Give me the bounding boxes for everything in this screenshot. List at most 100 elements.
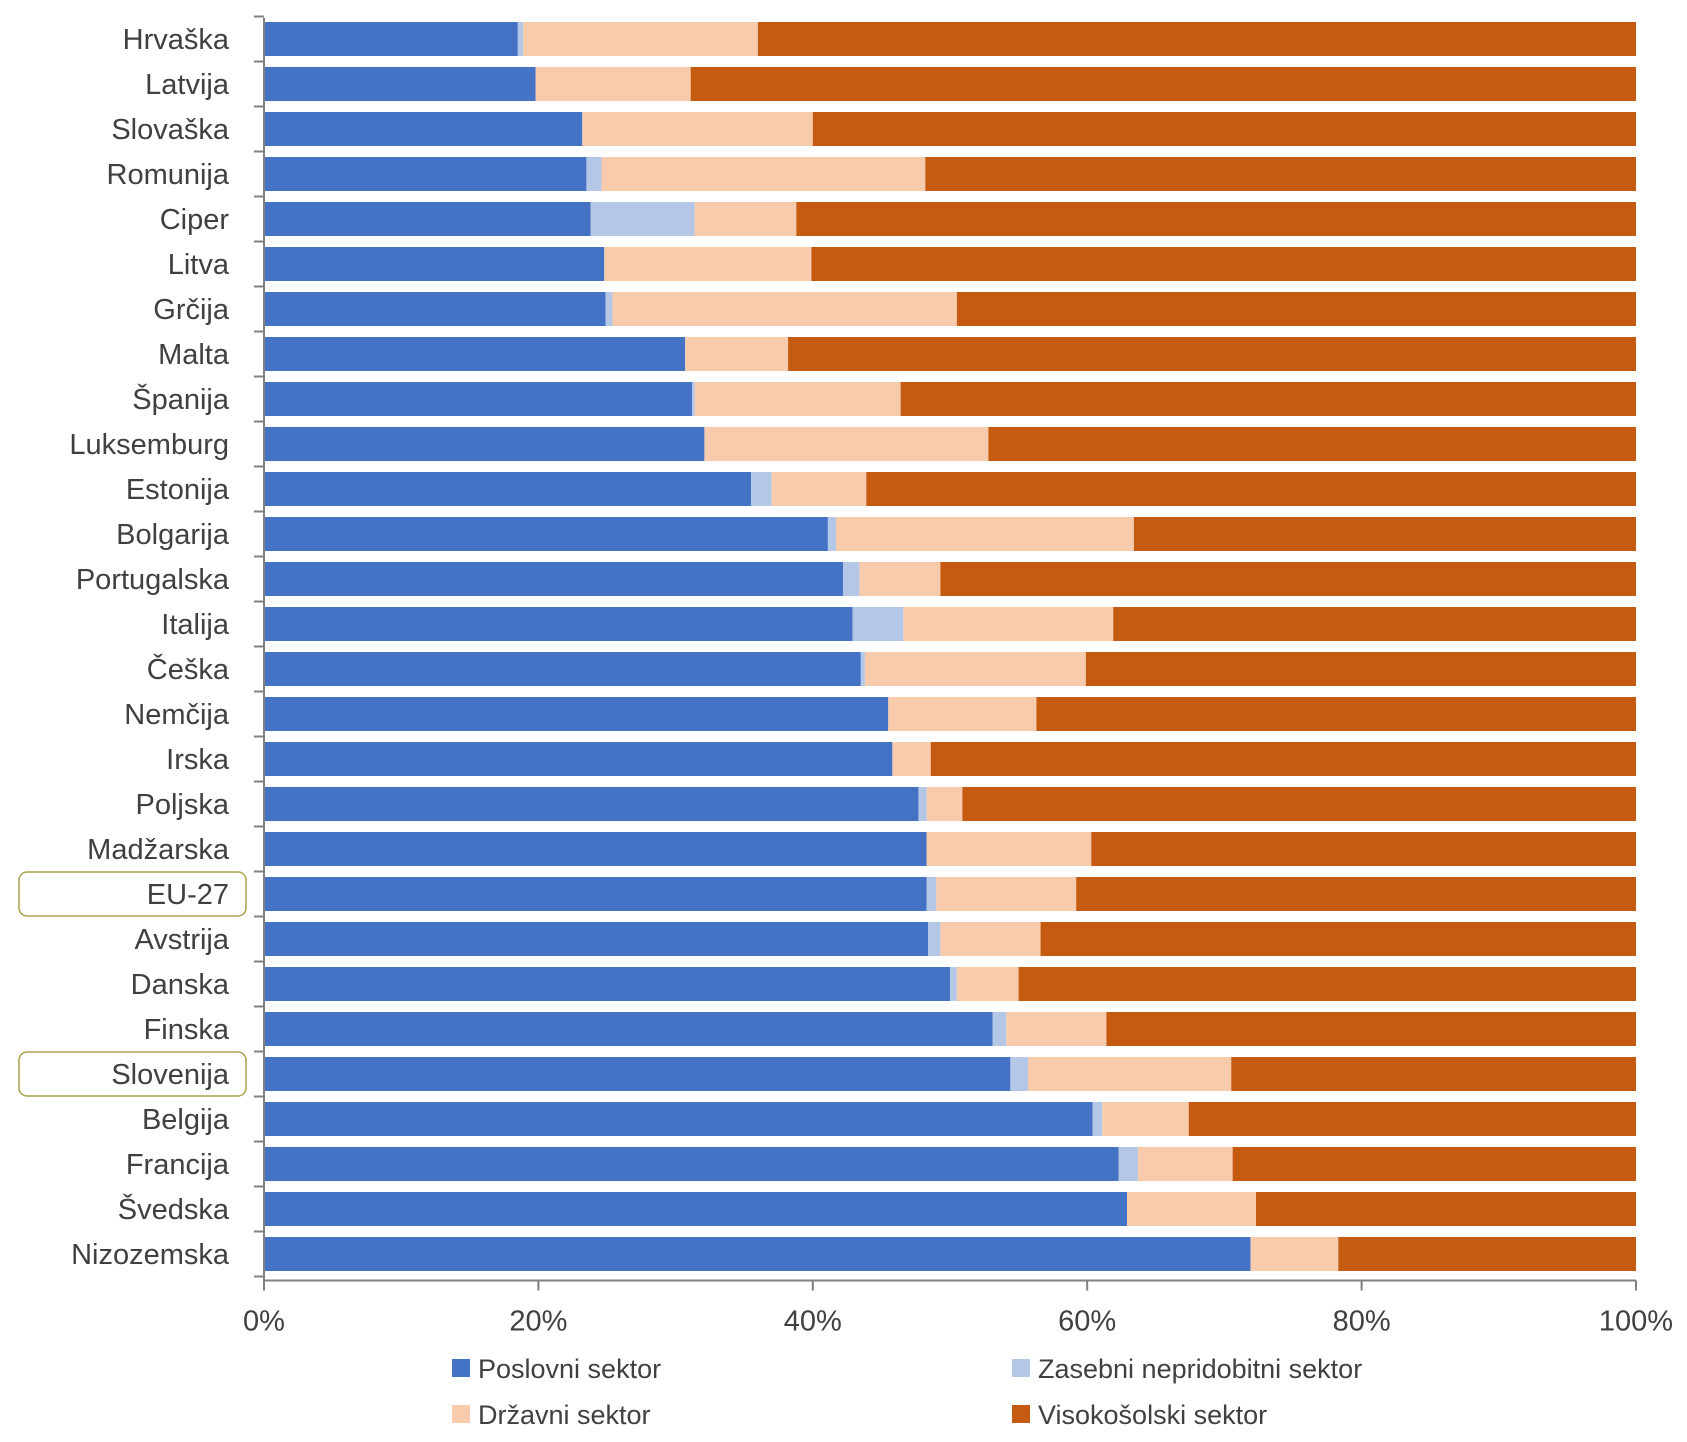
bar-nizozemska-visokosolski-sektor [1338,1237,1636,1271]
bar-bolgarija-zasebni-nepridobitni-sektor [827,517,837,551]
bar-portugalska-zasebni-nepridobitni-sektor [842,562,860,596]
bar-madzarska-drzavni-sektor [926,832,1092,866]
category-label-nizozemska: Nizozemska [71,1239,230,1271]
bar-irska-poslovni-sektor [264,742,893,776]
bar-italija-drzavni-sektor [903,607,1114,641]
axes-layer [254,15,1637,1291]
legend-swatch-zasebni-nepridobitni-sektor [1012,1359,1030,1377]
bar-hrvaska-poslovni-sektor [264,22,518,56]
bar-poljska-visokosolski-sektor [962,787,1636,821]
bar-finska-poslovni-sektor [264,1012,993,1046]
category-label-grcija: Grčija [153,294,230,326]
bar-spanija-drzavni-sektor [694,382,901,416]
bar-finska-drzavni-sektor [1006,1012,1107,1046]
bar-italija-poslovni-sektor [264,607,853,641]
category-label-estonija: Estonija [126,474,230,506]
bar-ceska-visokosolski-sektor [1085,652,1636,686]
bar-belgija-poslovni-sektor [264,1102,1093,1136]
x-tick-label: 20% [509,1306,567,1338]
bar-nemcija-drzavni-sektor [888,697,1037,731]
bar-spanija-zasebni-nepridobitni-sektor [692,382,695,416]
category-label-spanija: Španija [132,382,230,416]
category-labels: Hrvaška Latvija Slovaška Romunija Ciper Litva… [18,24,247,1271]
category-label-hrvaska: Hrvaška [123,24,230,56]
category-label-danska: Danska [131,969,230,1001]
bar-litva-drzavni-sektor [604,247,812,281]
bar-slovaska-poslovni-sektor [264,112,583,146]
category-label-slovaska: Slovaška [111,114,230,146]
bar-slovaska-visokosolski-sektor [812,112,1636,146]
x-tick-label: 60% [1058,1306,1116,1338]
bar-spanija-poslovni-sektor [264,382,693,416]
category-label-belgija: Belgija [142,1104,230,1136]
category-label-irska: Irska [166,744,230,776]
bar-slovaska-drzavni-sektor [582,112,813,146]
category-label-finska: Finska [144,1014,230,1046]
category-label-romunija: Romunija [107,159,230,191]
bar-irska-drzavni-sektor [892,742,931,776]
bar-hrvaska-drzavni-sektor [523,22,758,56]
bar-ciper-poslovni-sektor [264,202,591,236]
bar-bolgarija-drzavni-sektor [836,517,1134,551]
bar-latvija-poslovni-sektor [264,67,536,101]
category-label-ciper: Ciper [160,204,230,236]
bar-irska-visokosolski-sektor [930,742,1636,776]
bar-avstrija-visokosolski-sektor [1040,922,1636,956]
bar-eu-27-zasebni-nepridobitni-sektor [926,877,937,911]
bar-bolgarija-visokosolski-sektor [1133,517,1636,551]
category-label-ceska: Češka [147,652,230,686]
bar-romunija-poslovni-sektor [264,157,587,191]
bar-estonija-visokosolski-sektor [866,472,1636,506]
bar-italija-zasebni-nepridobitni-sektor [852,607,904,641]
bar-svedska-drzavni-sektor [1126,1192,1256,1226]
bar-francija-visokosolski-sektor [1232,1147,1636,1181]
x-tick-label: 80% [1333,1306,1391,1338]
bar-luksemburg-poslovni-sektor [264,427,705,461]
bar-estonija-poslovni-sektor [264,472,752,506]
bar-belgija-drzavni-sektor [1102,1102,1189,1136]
bar-portugalska-drzavni-sektor [859,562,941,596]
legend-swatch-visokosolski-sektor [1012,1405,1030,1423]
category-label-poljska: Poljska [136,789,230,821]
legend-label-drzavni-sektor: Državni sektor [478,1400,651,1430]
bar-madzarska-poslovni-sektor [264,832,927,866]
highlight-box-slovenija [18,1051,247,1097]
bar-finska-zasebni-nepridobitni-sektor [992,1012,1007,1046]
bar-avstrija-poslovni-sektor [264,922,929,956]
bar-ciper-drzavni-sektor [694,202,797,236]
bar-grcija-drzavni-sektor [612,292,957,326]
bar-malta-drzavni-sektor [685,337,789,371]
bar-belgija-visokosolski-sektor [1188,1102,1636,1136]
bar-svedska-visokosolski-sektor [1255,1192,1636,1226]
bar-svedska-poslovni-sektor [264,1192,1127,1226]
bar-poljska-drzavni-sektor [926,787,963,821]
bar-francija-zasebni-nepridobitni-sektor [1118,1147,1138,1181]
bar-portugalska-poslovni-sektor [264,562,843,596]
category-label-avstrija: Avstrija [134,924,229,956]
bar-grcija-zasebni-nepridobitni-sektor [605,292,613,326]
category-label-eu-27: EU-27 [147,879,229,911]
bar-romunija-zasebni-nepridobitni-sektor [586,157,602,191]
bar-hrvaska-zasebni-nepridobitni-sektor [517,22,524,56]
bar-nizozemska-drzavni-sektor [1250,1237,1339,1271]
bar-ciper-zasebni-nepridobitni-sektor [590,202,695,236]
bar-bolgarija-poslovni-sektor [264,517,828,551]
highlight-box-eu-27 [18,871,247,917]
bar-latvija-drzavni-sektor [535,67,691,101]
bar-francija-poslovni-sektor [264,1147,1119,1181]
bar-italija-visokosolski-sektor [1113,607,1636,641]
bar-grcija-visokosolski-sektor [956,292,1636,326]
bar-danska-zasebni-nepridobitni-sektor [950,967,957,1001]
bar-danska-poslovni-sektor [264,967,950,1001]
bar-eu-27-drzavni-sektor [936,877,1077,911]
bar-litva-visokosolski-sektor [811,247,1636,281]
bar-litva-poslovni-sektor [264,247,605,281]
bar-ceska-zasebni-nepridobitni-sektor [860,652,865,686]
bar-ceska-drzavni-sektor [864,652,1086,686]
bar-madzarska-visokosolski-sektor [1091,832,1636,866]
bar-romunija-drzavni-sektor [601,157,926,191]
bar-spanija-visokosolski-sektor [900,382,1636,416]
bar-avstrija-drzavni-sektor [940,922,1041,956]
category-label-slovenija: Slovenija [111,1059,230,1091]
bar-ciper-visokosolski-sektor [796,202,1636,236]
